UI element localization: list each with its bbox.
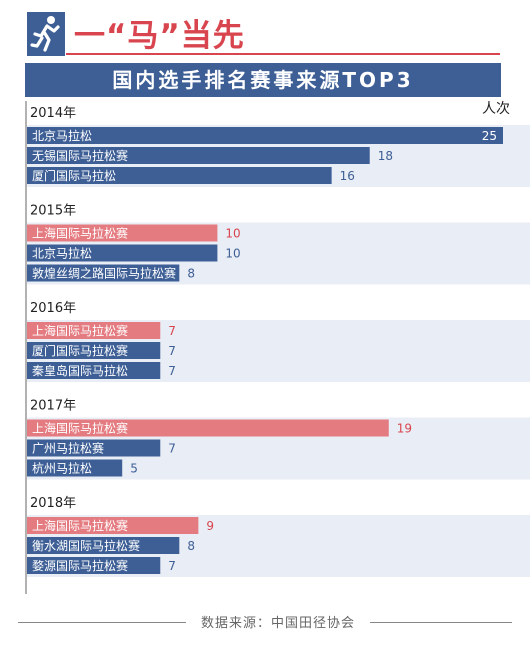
bar-value: 10 (225, 247, 240, 261)
bar (27, 224, 218, 242)
unit-label: 人次 (482, 101, 510, 117)
chart-title-banner: 国内选手排名赛事来源TOP3 (25, 63, 501, 97)
year-label: 2014年 (30, 106, 76, 121)
bar (27, 147, 370, 164)
bar-value: 16 (340, 169, 355, 183)
bar-label: 上海国际马拉松赛 (32, 518, 128, 533)
bar (27, 459, 123, 477)
bar-label: 敦煌丝绸之路国际马拉松赛 (32, 266, 176, 281)
bar-value: 19 (397, 422, 412, 436)
bar-label: 婺源国际马拉松赛 (32, 558, 128, 573)
data-source: 数据来源：中国田径协会 (200, 616, 355, 631)
bar (27, 322, 161, 339)
bar-value: 7 (168, 324, 176, 338)
bar-label: 广州马拉松赛 (32, 441, 104, 456)
bar-label: 无锡国际马拉松赛 (32, 148, 128, 163)
bar-label: 衡水湖国际马拉松赛 (32, 538, 140, 553)
bar-label: 厦门国际马拉松赛 (32, 343, 128, 358)
bar-label: 厦门国际马拉松 (32, 168, 116, 183)
bar (27, 127, 503, 144)
year-label: 2017年 (30, 399, 76, 414)
bar-value: 7 (168, 559, 176, 573)
bar (27, 362, 161, 379)
header: 一“马”当先 (0, 0, 530, 62)
bar (27, 557, 161, 574)
bar (27, 264, 180, 282)
header-title: 一“马”当先 (74, 18, 245, 54)
bar-label: 上海国际马拉松赛 (32, 323, 128, 338)
bar-label: 上海国际马拉松赛 (32, 421, 128, 436)
bar-label: 上海国际马拉松赛 (32, 226, 128, 241)
bar (27, 244, 218, 262)
bar (27, 439, 161, 457)
bar-label: 北京马拉松 (32, 246, 92, 261)
bar-value: 8 (187, 267, 195, 281)
bar-label: 秦皇岛国际马拉松 (32, 363, 128, 378)
footer-rule-right (370, 622, 512, 623)
bar-label: 北京马拉松 (32, 128, 92, 143)
bar-value: 9 (206, 519, 214, 533)
bar-value: 8 (187, 539, 195, 553)
year-label: 2015年 (30, 204, 76, 219)
bar-label: 杭州马拉松 (32, 461, 92, 476)
bar-value: 18 (378, 149, 393, 163)
bar-value: 7 (168, 344, 176, 358)
bar-value: 25 (482, 129, 497, 143)
bar (27, 167, 332, 184)
year-label: 2016年 (30, 301, 76, 316)
year-label: 2018年 (30, 496, 76, 511)
bar (27, 537, 180, 554)
bar-value: 7 (168, 442, 176, 456)
runner-icon (27, 12, 65, 56)
bar-value: 10 (225, 227, 240, 241)
bar (27, 342, 161, 359)
footer-rule-left (18, 622, 186, 623)
bar-value: 7 (168, 364, 176, 378)
header-underline (66, 53, 500, 55)
bar (27, 517, 199, 534)
bar (27, 419, 389, 437)
bar-value: 5 (130, 462, 138, 476)
